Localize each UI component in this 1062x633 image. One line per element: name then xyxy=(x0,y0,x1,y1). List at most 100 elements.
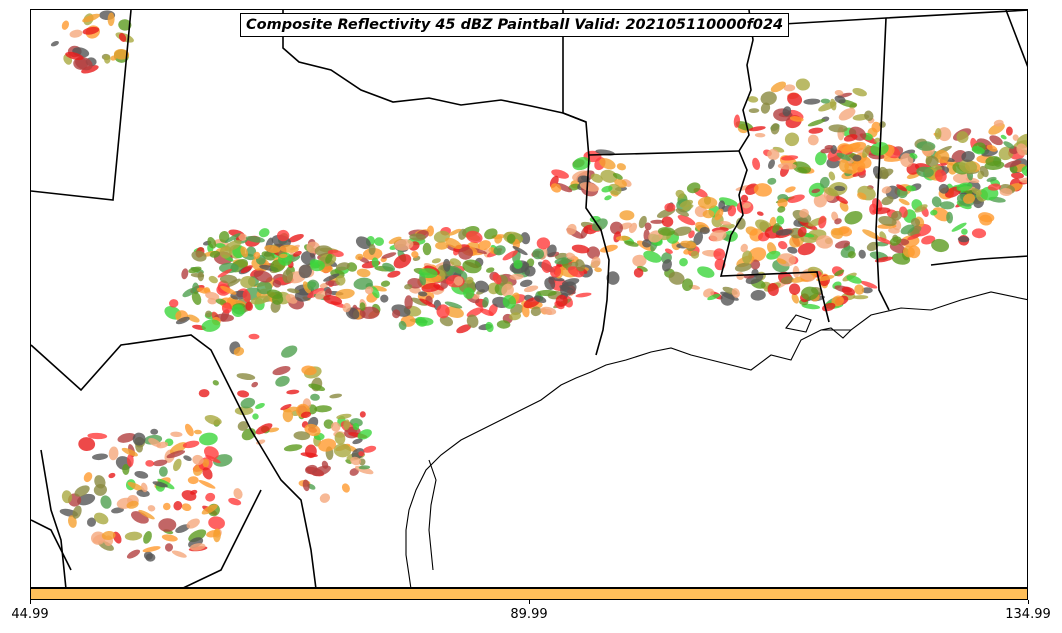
paintball-blob xyxy=(599,244,618,253)
paintball-blob xyxy=(358,451,365,457)
paintball-blob xyxy=(816,275,835,282)
paintball-blob xyxy=(141,482,148,493)
paintball-blob xyxy=(862,229,880,240)
paintball-blob xyxy=(285,293,298,304)
paintball-blob xyxy=(852,88,867,97)
paintball-blob xyxy=(586,246,601,259)
state-boundaries xyxy=(31,10,1027,587)
paintball-blob xyxy=(509,312,522,321)
paintball-blob xyxy=(600,169,618,183)
paintball-blob xyxy=(828,124,848,133)
paintball-blob xyxy=(281,345,298,358)
paintball-blob xyxy=(697,266,715,278)
paintball-blob xyxy=(532,248,545,260)
paintball-blob xyxy=(433,284,444,291)
paintball-blob xyxy=(352,423,360,431)
paintball-blob xyxy=(107,12,115,27)
paintball-blob xyxy=(513,259,523,269)
paintball-blobs xyxy=(50,10,1027,562)
paintball-blob xyxy=(477,240,491,251)
paintball-blob xyxy=(748,108,760,114)
paintball-blob xyxy=(286,389,300,395)
boundary-ms-al xyxy=(875,17,890,311)
paintball-blob xyxy=(648,230,663,243)
paintball-blob xyxy=(554,257,573,265)
paintball-blob xyxy=(233,347,245,356)
paintball-blob xyxy=(612,172,623,180)
paintball-blob xyxy=(359,411,366,418)
paintball-blob xyxy=(740,243,748,253)
paintball-blob xyxy=(545,308,553,315)
paintball-blob xyxy=(205,455,221,464)
paintball-blob xyxy=(679,199,694,208)
paintball-blob xyxy=(93,483,107,496)
paintball-blob xyxy=(767,283,779,296)
paintball-blob xyxy=(335,275,346,286)
paintball-blob xyxy=(797,226,807,238)
paintball-blob xyxy=(143,531,152,544)
paintball-blob xyxy=(240,246,249,258)
paintball-blob xyxy=(914,204,928,213)
boundary-tx-ar-la xyxy=(585,157,610,356)
boundary-baja xyxy=(31,519,72,571)
paintball-blob xyxy=(212,380,219,386)
paintball-blob xyxy=(909,152,918,159)
paintball-blob xyxy=(930,209,938,216)
paintball-blob xyxy=(619,210,635,221)
paintball-blob xyxy=(272,279,282,288)
paintball-blob xyxy=(342,302,351,313)
paintball-blob xyxy=(864,110,874,122)
paintball-blob xyxy=(358,465,371,470)
paintball-blob xyxy=(494,234,503,244)
paintball-blob xyxy=(866,241,879,252)
paintball-blob xyxy=(813,193,828,208)
paintball-blob xyxy=(993,119,1004,127)
paintball-blob xyxy=(736,272,745,280)
paintball-blob xyxy=(874,256,893,263)
paintball-blob xyxy=(834,95,846,104)
paintball-blob xyxy=(509,273,524,280)
paintball-blob xyxy=(198,480,216,489)
paintball-blob xyxy=(101,530,116,541)
paintball-blob xyxy=(404,295,413,310)
paintball-blob xyxy=(319,282,329,289)
paintball-blob xyxy=(343,419,351,431)
paintball-blob xyxy=(807,118,826,127)
boundary-ms-tn xyxy=(748,10,1027,27)
paintball-blob xyxy=(108,446,119,461)
paintball-blob xyxy=(404,283,413,290)
paintball-blob xyxy=(610,221,623,235)
paintball-blob xyxy=(961,228,968,235)
paintball-blob xyxy=(699,227,710,235)
paintball-blob xyxy=(898,198,910,206)
paintball-blob xyxy=(742,202,752,209)
paintball-blob xyxy=(988,123,1005,135)
paintball-blob xyxy=(776,258,787,264)
paintball-blob xyxy=(530,306,542,317)
paintball-blob xyxy=(767,149,780,161)
paintball-blob xyxy=(854,284,865,295)
paintball-blob xyxy=(196,287,211,294)
paintball-blob xyxy=(808,127,824,134)
paintball-blob xyxy=(355,236,371,250)
paintball-blob xyxy=(1003,141,1015,149)
paintball-blob xyxy=(844,210,863,225)
paintball-blob xyxy=(108,472,116,479)
paintball-blob xyxy=(834,89,844,96)
paintball-blob xyxy=(298,264,312,279)
paintball-blob xyxy=(415,317,434,326)
paintball-blob xyxy=(682,278,693,291)
paintball-blob xyxy=(787,92,803,106)
paintball-blob xyxy=(238,233,248,241)
paintball-blob xyxy=(138,509,155,520)
paintball-blob xyxy=(714,208,724,221)
paintball-blob xyxy=(411,251,419,258)
paintball-blob xyxy=(633,268,644,278)
paintball-blob xyxy=(777,240,788,250)
paintball-blob xyxy=(78,437,96,452)
paintball-blob xyxy=(801,303,821,310)
paintball-blob xyxy=(121,447,138,457)
paintball-blob xyxy=(604,195,612,201)
paintball-blob xyxy=(302,479,310,492)
paintball-blob xyxy=(760,91,777,106)
